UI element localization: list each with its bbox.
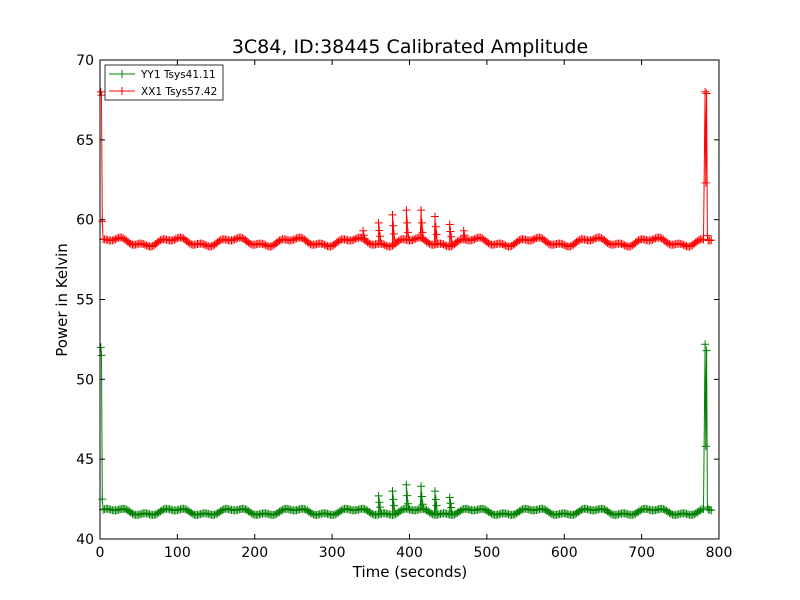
data-point-marker (445, 220, 454, 229)
data-point-marker (432, 230, 441, 239)
data-point-marker (445, 493, 454, 502)
data-point-marker (431, 487, 439, 496)
data-point-marker (375, 226, 384, 235)
x-tick-label: 300 (319, 545, 346, 561)
data-point-marker (96, 343, 105, 352)
data-point-marker (374, 491, 383, 500)
data-point-marker (388, 210, 397, 219)
y-tick-label: 40 (76, 532, 94, 548)
data-point-marker (446, 227, 455, 236)
data-point-marker (417, 482, 426, 491)
data-point-marker (417, 492, 426, 501)
data-point-marker (417, 218, 426, 227)
series-xx1 (96, 87, 716, 251)
data-point-marker (402, 206, 411, 215)
data-point-marker (388, 487, 397, 496)
data-point-marker (702, 346, 711, 355)
data-point-marker (431, 495, 440, 504)
series-yy1 (96, 340, 716, 519)
data-point-marker (460, 231, 469, 240)
data-point-marker (701, 442, 710, 451)
data-point-marker (418, 500, 427, 509)
data-point-marker (418, 228, 427, 237)
y-tick-label: 50 (76, 372, 94, 388)
series-layer (96, 87, 716, 519)
data-point-marker (432, 501, 441, 510)
data-point-marker (404, 228, 412, 237)
data-point-marker (446, 499, 455, 508)
data-point-marker (96, 87, 105, 96)
data-point-marker (97, 91, 106, 100)
data-point-marker (431, 222, 440, 231)
data-point-marker (707, 506, 716, 515)
x-tick-label: 400 (396, 545, 423, 561)
data-point-marker (459, 226, 468, 235)
data-point-marker (390, 501, 398, 510)
data-point-marker (403, 491, 412, 500)
x-axis-label: Time (seconds) (352, 563, 468, 581)
x-tick-label: 500 (474, 545, 501, 561)
data-point-marker (359, 226, 368, 235)
x-tick-label: 700 (628, 545, 655, 561)
data-point-marker (701, 178, 710, 187)
y-tick-label: 65 (76, 133, 94, 149)
data-point-marker (402, 480, 411, 489)
legend-swatch-marker (118, 70, 126, 78)
data-point-marker (707, 236, 716, 245)
legend-label: YY1 Tsys41.11 (140, 69, 216, 81)
x-axis: 0 100 200 300 400 500 600 700 800 (96, 60, 733, 561)
y-tick-label: 55 (76, 293, 94, 309)
data-point-marker (376, 232, 385, 241)
x-tick-label: 800 (706, 545, 733, 561)
x-tick-label: 0 (96, 545, 105, 561)
data-point-marker (447, 503, 456, 512)
y-tick-label: 70 (76, 53, 94, 69)
data-point-marker (389, 495, 398, 504)
data-point-marker (447, 232, 456, 241)
data-point-marker (404, 499, 412, 508)
data-point-marker (431, 212, 439, 221)
y-tick-label: 45 (76, 452, 94, 468)
y-axis: 40 45 50 55 60 65 70 (76, 53, 719, 548)
legend-swatch-marker (118, 87, 126, 95)
data-point-marker (702, 89, 711, 98)
x-tick-label: 600 (551, 545, 578, 561)
data-point-marker (701, 340, 710, 349)
data-point-marker (417, 206, 426, 215)
x-tick-label: 200 (241, 545, 268, 561)
data-point-marker (359, 231, 368, 240)
legend-label: XX1 Tsys57.42 (141, 86, 217, 98)
y-axis-label: Power in Kelvin (53, 243, 71, 357)
data-point-marker (403, 218, 412, 227)
data-point-marker (376, 503, 385, 512)
x-tick-label: 100 (164, 545, 191, 561)
data-point-marker (389, 221, 398, 230)
data-point-marker (701, 87, 710, 96)
y-tick-label: 60 (76, 213, 94, 229)
data-point-marker (699, 235, 708, 244)
data-point-marker (375, 498, 384, 507)
chart-title: 3C84, ID:38445 Calibrated Amplitude (232, 36, 588, 58)
legend: YY1 Tsys41.11 XX1 Tsys57.42 (104, 64, 224, 101)
data-point-marker (703, 231, 712, 240)
data-point-marker (374, 218, 383, 227)
data-point-marker (97, 351, 106, 360)
legend-box (104, 64, 224, 101)
data-point-marker (390, 229, 398, 238)
